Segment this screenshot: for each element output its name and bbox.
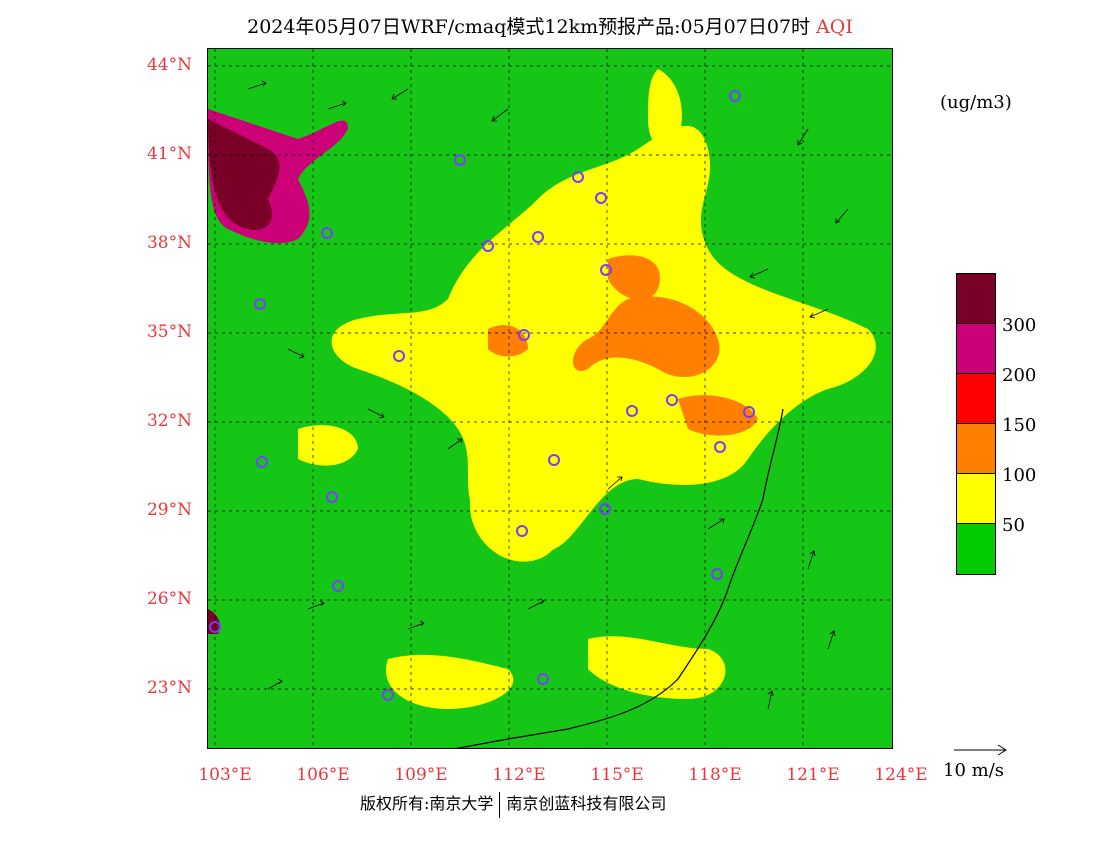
lat-label-26: 26°N (146, 589, 192, 609)
legend-label-300: 300 (1002, 315, 1037, 336)
legend-unit: (ug/m3) (940, 92, 1012, 113)
maroon-region-northwest (208, 119, 280, 230)
lon-label-121: 121°E (786, 765, 840, 785)
legend-swatch-orange (957, 424, 995, 474)
footer-company: 南京创蓝科技有限公司 (506, 794, 667, 813)
coastline (455, 408, 784, 748)
chart-title: 2024年05月07日WRF/cmaq模式12km预报产品:05月07日07时 A… (0, 12, 1100, 39)
footer-divider (499, 791, 501, 818)
orange-patch-2 (573, 296, 720, 378)
yellow-patch-coast-east (588, 636, 726, 699)
legend-swatch-green (957, 524, 995, 574)
city-markers (209, 90, 755, 701)
yellow-patch-north (648, 69, 682, 150)
lon-label-106: 106°E (296, 765, 350, 785)
orange-patch-3 (678, 395, 758, 436)
lon-label-115: 115°E (590, 765, 644, 785)
legend-swatch-maroon (957, 274, 995, 324)
lat-label-23: 23°N (146, 678, 192, 698)
lon-label-109: 109°E (394, 765, 448, 785)
lat-label-29: 29°N (146, 500, 192, 520)
legend-label-50: 50 (1002, 515, 1025, 536)
lon-label-103: 103°E (198, 765, 252, 785)
lat-label-35: 35°N (146, 322, 192, 342)
graticule (208, 49, 892, 748)
lat-label-44: 44°N (146, 55, 192, 75)
lat-label-41: 41°N (146, 144, 192, 164)
color-legend (956, 273, 996, 575)
orange-patch-1 (608, 255, 660, 300)
legend-label-100: 100 (1002, 465, 1037, 486)
wind-reference-label: 10 m/s (943, 760, 1004, 781)
legend-swatch-magenta (957, 324, 995, 374)
lat-label-32: 32°N (146, 411, 192, 431)
legend-swatch-red (957, 374, 995, 424)
legend-swatch-yellow (957, 474, 995, 524)
lon-label-112: 112°E (492, 765, 546, 785)
legend-label-150: 150 (1002, 415, 1037, 436)
lon-label-124: 124°E (874, 765, 928, 785)
yellow-patch-south (469, 476, 560, 562)
map-canvas (208, 49, 892, 748)
title-variable: AQI (816, 16, 853, 38)
wind-reference-arrow (954, 744, 1007, 756)
footer-credits: 版权所有:南京大学 南京创蓝科技有限公司 (360, 790, 666, 818)
aqi-map (207, 48, 893, 749)
wind-vectors (247, 80, 849, 710)
yellow-patch-coast-west (386, 654, 514, 709)
legend-label-200: 200 (1002, 365, 1037, 386)
lat-label-38: 38°N (146, 233, 192, 253)
footer-copyright: 版权所有:南京大学 (360, 794, 494, 813)
title-main: 2024年05月07日WRF/cmaq模式12km预报产品:05月07日07时 (247, 16, 811, 38)
lon-label-118: 118°E (688, 765, 742, 785)
